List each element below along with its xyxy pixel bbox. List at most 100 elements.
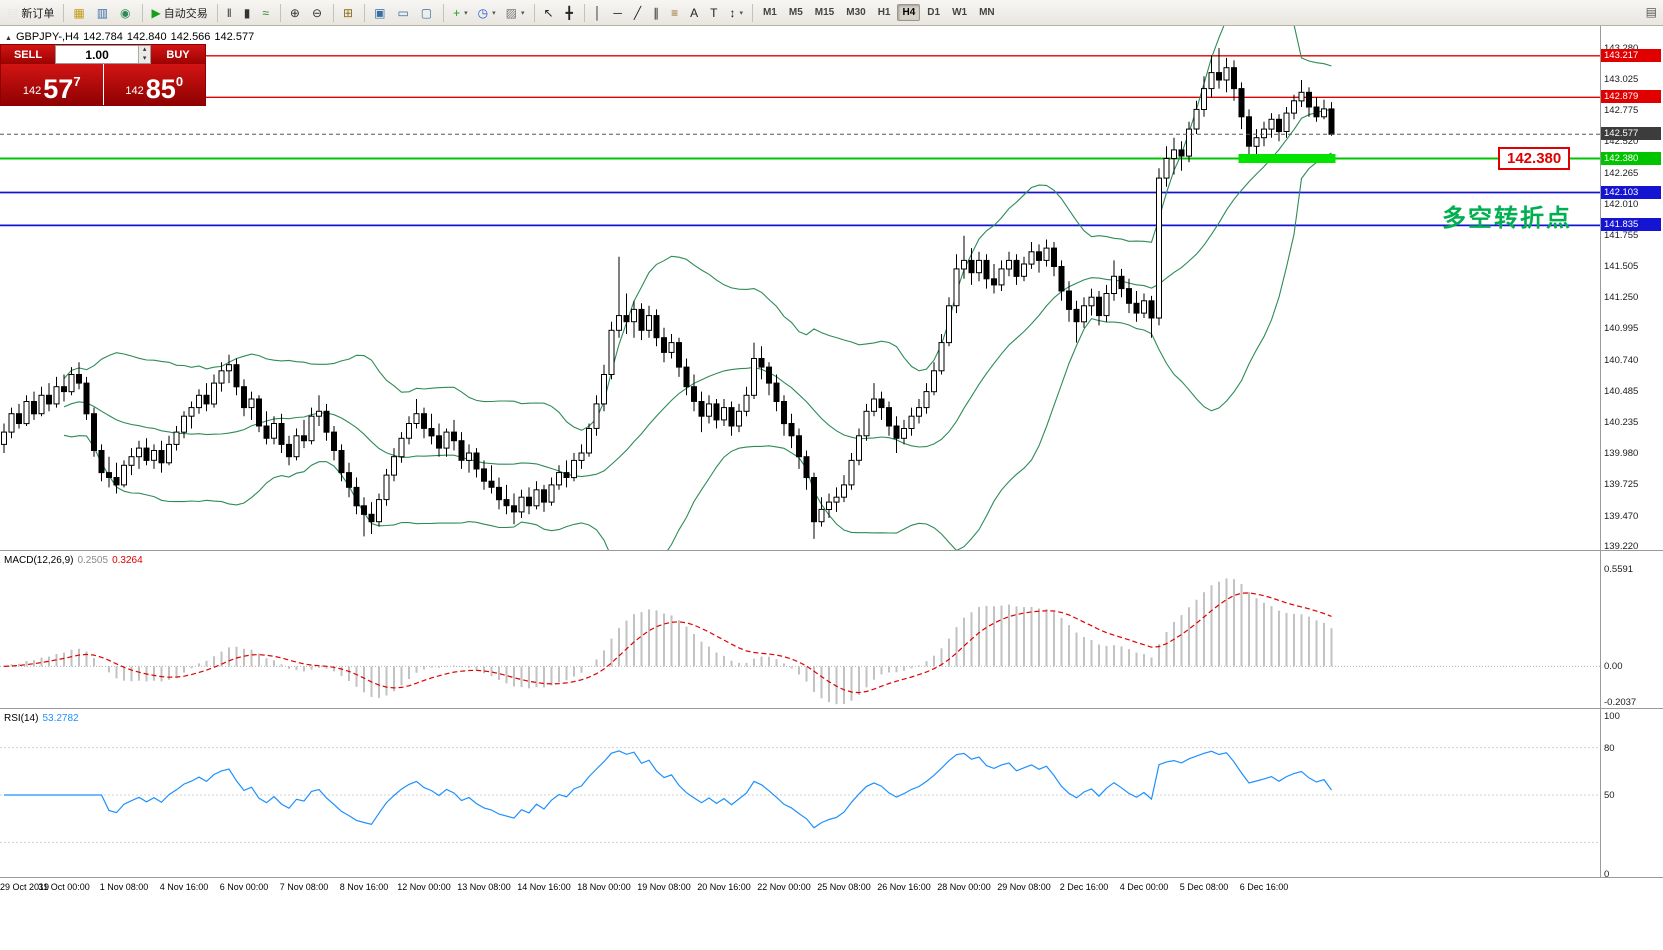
level-lines: [0, 55, 1600, 227]
candles: [1, 48, 1335, 539]
toolbar-separator: [364, 3, 366, 22]
price-axis: 143.280 143.025 142.775 142.520 142.265 142.0…: [1601, 0, 1663, 950]
channel-button[interactable]: ∥: [649, 3, 665, 23]
period-icon: ◷: [477, 5, 489, 20]
ohlc-high: 142.840: [126, 31, 167, 43]
axis-label: 142.775: [1604, 105, 1639, 117]
level-price-label[interactable]: 142.380: [1498, 147, 1571, 170]
timeframe-h4-button[interactable]: H4: [897, 4, 921, 21]
time-axis-label: 26 Nov 16:00: [877, 882, 931, 892]
axis-label: 141.250: [1604, 292, 1639, 304]
period-button[interactable]: ◷ ▾: [474, 3, 500, 23]
price-tag: 142.103: [1601, 185, 1661, 199]
time-axis-label: 8 Nov 16:00: [339, 882, 389, 892]
arrange-cascade-button[interactable]: ▣: [370, 3, 391, 23]
data-window-button[interactable]: ▥: [93, 3, 114, 23]
timeframe-m15-button[interactable]: M15: [810, 4, 839, 21]
rsi-panel-svg[interactable]: [0, 710, 1600, 877]
line-chart-button[interactable]: ≈: [258, 3, 275, 23]
chevron-down-icon[interactable]: ▾: [739, 9, 743, 17]
arrange-cascade-icon: ▣: [374, 5, 386, 20]
time-axis-label: 1 Nov 08:00: [99, 882, 149, 892]
volume-down-button[interactable]: ▾: [139, 54, 150, 63]
rsi-line: [4, 750, 1332, 829]
market-watch-button[interactable]: ▦: [69, 3, 90, 23]
zoom-out-button[interactable]: ⊖: [308, 3, 328, 23]
arrange-vertical-icon: ▢: [420, 5, 433, 20]
time-axis: 29 Oct 2019 31 Oct 00:00 1 Nov 08:00 4 Nov …: [0, 878, 1600, 900]
arrows-icon: ↕: [729, 5, 736, 20]
one-click-trading-panel: SELL ▴ ▾ BUY 142 57 7 142 85 0: [0, 44, 206, 106]
arrange-vertical-button[interactable]: ▢: [417, 3, 438, 23]
sell-tab[interactable]: SELL: [1, 45, 55, 64]
buy-price-big: 85: [145, 74, 176, 105]
panel-separator[interactable]: [0, 708, 1663, 709]
autotrading-button[interactable]: ▶ 自动交易: [148, 3, 212, 23]
timeframe-m1-button[interactable]: M1: [758, 4, 782, 21]
volume-input[interactable]: [56, 46, 139, 63]
chevron-down-icon[interactable]: ▾: [492, 9, 496, 17]
toolbar-separator: [279, 3, 281, 22]
axis-label: 80: [1604, 742, 1615, 754]
axis-label: 139.980: [1604, 447, 1639, 459]
symbol-title: GBPJPY-,H4: [15, 31, 80, 43]
autotrading-icon: ▶: [151, 5, 161, 20]
buy-price-sup: 0: [175, 74, 184, 89]
main-chart-svg[interactable]: [0, 26, 1600, 550]
tile-windows-button[interactable]: ⊞: [339, 3, 359, 23]
timeframe-h1-button[interactable]: H1: [873, 4, 896, 21]
buy-button[interactable]: 142 85 0: [103, 64, 205, 105]
navigator-button[interactable]: ◉: [116, 3, 136, 23]
price-tag: 143.217: [1601, 48, 1661, 62]
toolbar-overflow-icon[interactable]: ▤: [1645, 5, 1657, 19]
timeframe-m30-button[interactable]: M30: [841, 4, 870, 21]
arrows-button[interactable]: ↕ ▾: [725, 3, 747, 23]
add-indicator-button[interactable]: + ▾: [449, 3, 472, 23]
text-icon: A: [690, 5, 699, 20]
sell-button[interactable]: 142 57 7: [1, 64, 103, 105]
time-axis-label: 6 Dec 16:00: [1239, 882, 1289, 892]
buy-tab[interactable]: BUY: [151, 45, 205, 64]
macd-panel-svg[interactable]: [0, 552, 1600, 708]
trendline-button[interactable]: ╱: [630, 3, 647, 23]
zoom-in-button[interactable]: ⊕: [286, 3, 306, 23]
chevron-down-icon[interactable]: ▾: [521, 9, 525, 17]
timeframe-d1-button[interactable]: D1: [922, 4, 945, 21]
turning-point-annotation[interactable]: 多空转折点: [1442, 205, 1572, 232]
timeframe-m5-button[interactable]: M5: [784, 4, 808, 21]
ohlc-low: 142.566: [170, 31, 211, 43]
timeframe-mn-button[interactable]: MN: [974, 4, 1000, 21]
panel-separator[interactable]: [0, 550, 1663, 551]
navigator-icon: ◉: [120, 5, 131, 20]
text-button[interactable]: A: [686, 3, 704, 23]
chart-expand-icon[interactable]: ▲: [5, 35, 12, 42]
chevron-down-icon[interactable]: ▾: [464, 9, 468, 17]
vertical-line-button[interactable]: │: [590, 3, 608, 23]
candlestick-chart-button[interactable]: ▮: [240, 3, 257, 23]
add-indicator-icon: +: [453, 5, 461, 20]
fibonacci-icon: ≡: [671, 5, 679, 20]
axis-label: 140.740: [1604, 354, 1639, 366]
crosshair-button[interactable]: ╋: [562, 3, 579, 23]
time-axis-label: 14 Nov 16:00: [517, 882, 571, 892]
fibonacci-button[interactable]: ≡: [667, 3, 684, 23]
horizontal-line-button[interactable]: ─: [609, 3, 628, 23]
time-axis-label: 31 Oct 00:00: [38, 882, 90, 892]
arrange-tile-button[interactable]: ▭: [393, 3, 414, 23]
chart-template-button[interactable]: ▨ ▾: [502, 3, 529, 23]
label-button[interactable]: T: [706, 3, 723, 23]
channel-icon: ∥: [653, 5, 660, 20]
volume-up-button[interactable]: ▴: [139, 46, 150, 55]
cursor-button[interactable]: ↖: [540, 3, 560, 23]
rsi-indicator-label: RSI(14) 53.2782: [4, 713, 79, 724]
new-order-button[interactable]: ▤ 新订单: [3, 3, 58, 23]
buy-price-prefix: 142: [125, 85, 144, 97]
macd-indicator-label: MACD(12,26,9) 0.2505 0.3264: [4, 555, 143, 566]
timeframe-w1-button[interactable]: W1: [947, 4, 972, 21]
bar-chart-button[interactable]: ‖: [223, 3, 238, 23]
new-order-button-label: 新订单: [21, 7, 55, 20]
label-icon: T: [710, 5, 718, 20]
price-tag: 141.835: [1601, 218, 1661, 232]
time-axis-label: 28 Nov 00:00: [937, 882, 991, 892]
sell-price-prefix: 142: [22, 85, 42, 97]
